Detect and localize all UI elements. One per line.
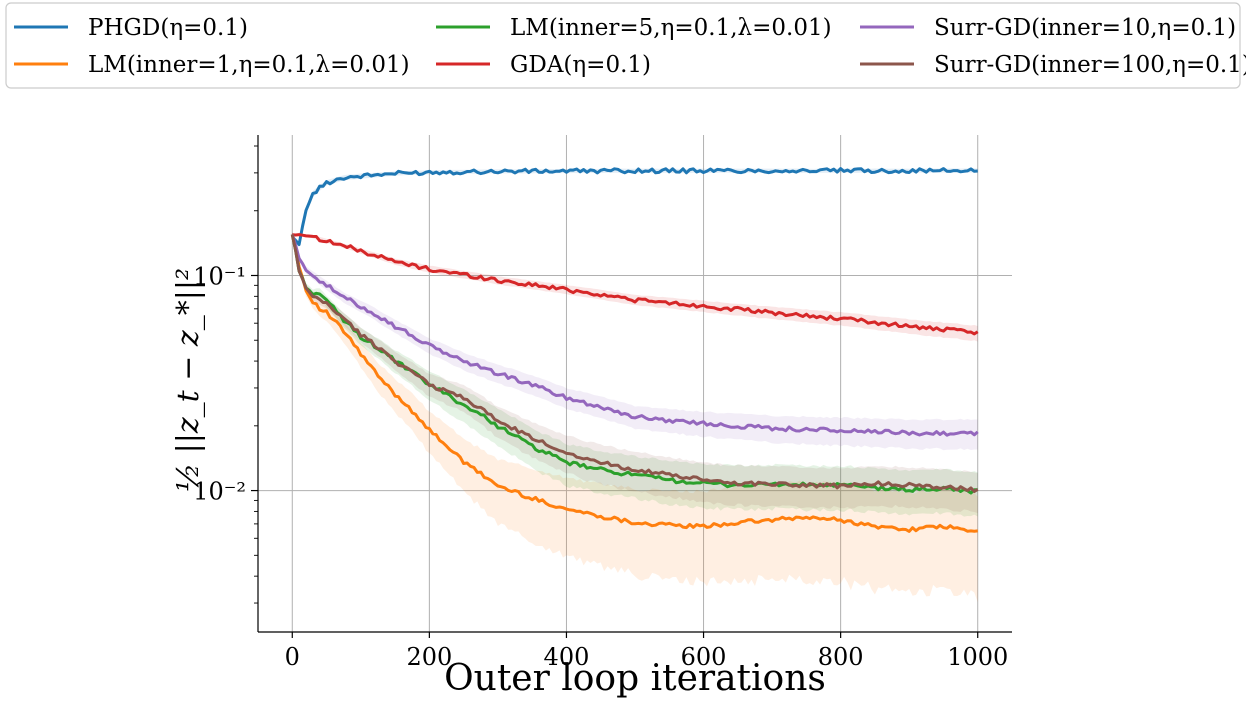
ticks: 0 200 400 600 800 1000 10⁻¹ 10⁻² xyxy=(193,145,1008,671)
x-axis-label: Outer loop iterations xyxy=(444,658,826,699)
x-tick-label: 1000 xyxy=(947,643,1008,671)
legend-label: GDA(η=0.1) xyxy=(510,52,651,78)
legend-label: Surr-GD(inner=100,η=0.1) xyxy=(934,52,1246,78)
y-tick-label: 10⁻² xyxy=(193,478,246,506)
legend-label: Surr-GD(inner=10,η=0.1) xyxy=(934,15,1236,41)
legend-item: GDA(η=0.1) xyxy=(436,52,651,78)
legend-item: LM(inner=1,η=0.1,λ=0.01) xyxy=(14,52,410,78)
y-tick-label: 10⁻¹ xyxy=(193,262,246,290)
series-band xyxy=(292,232,978,603)
series-line xyxy=(292,233,979,336)
x-tick-label: 600 xyxy=(681,643,727,671)
legend-label: LM(inner=5,η=0.1,λ=0.01) xyxy=(510,15,832,41)
x-tick-label: 800 xyxy=(818,643,864,671)
series-line xyxy=(290,234,979,437)
x-tick-label: 400 xyxy=(544,643,590,671)
y-axis-label: ½ ||z_t − z_*||² xyxy=(171,268,206,492)
legend-item: Surr-GD(inner=10,η=0.1) xyxy=(860,15,1236,41)
legend-item: Surr-GD(inner=100,η=0.1) xyxy=(860,52,1246,78)
legend-item: PHGD(η=0.1) xyxy=(14,15,248,41)
series-band xyxy=(292,231,978,451)
axes xyxy=(257,135,1012,633)
x-tick-label: 200 xyxy=(406,643,452,671)
x-tick-label: 0 xyxy=(285,643,300,671)
legend-label: LM(inner=1,η=0.1,λ=0.01) xyxy=(88,52,410,78)
legend-label: PHGD(η=0.1) xyxy=(88,15,248,41)
series-line xyxy=(291,167,978,246)
series-line xyxy=(290,234,978,533)
series-line xyxy=(290,234,979,493)
series-lines xyxy=(290,167,979,533)
legend: PHGD(η=0.1) LM(inner=1,η=0.1,λ=0.01) LM(in… xyxy=(5,2,1246,89)
series-band xyxy=(292,232,978,517)
legend-frame xyxy=(5,2,1241,89)
legend-item: LM(inner=5,η=0.1,λ=0.01) xyxy=(436,15,832,41)
